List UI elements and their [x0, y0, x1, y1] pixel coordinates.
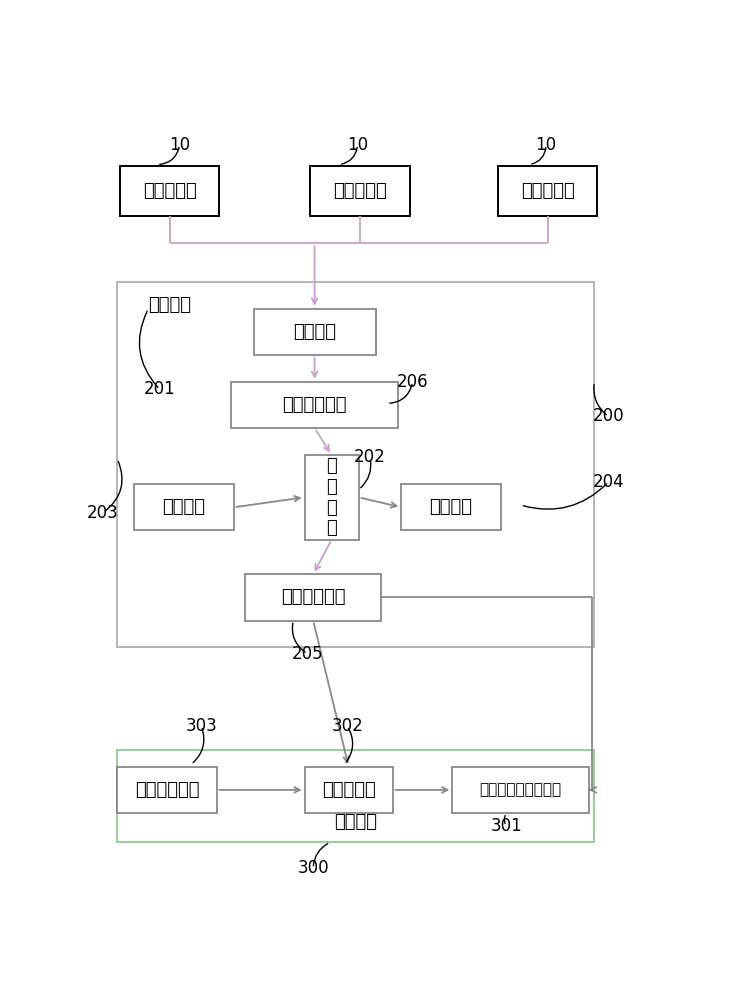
- Text: 10: 10: [536, 136, 556, 154]
- Bar: [401, 484, 501, 530]
- Text: 缓存模块: 缓存模块: [163, 498, 205, 516]
- Bar: [245, 574, 381, 620]
- Text: 203: 203: [87, 504, 119, 522]
- Bar: [134, 484, 234, 530]
- Text: 信号放大模块: 信号放大模块: [282, 396, 347, 414]
- Text: 冷藏集装箱: 冷藏集装箱: [143, 182, 196, 200]
- Bar: [254, 309, 376, 355]
- Bar: [305, 767, 393, 813]
- Text: 数据接收与分发模块: 数据接收与分发模块: [479, 782, 561, 797]
- Text: 302: 302: [331, 717, 363, 735]
- Text: 监控平台: 监控平台: [334, 813, 377, 831]
- Bar: [305, 455, 358, 540]
- Bar: [117, 767, 217, 813]
- Text: 监控终端: 监控终端: [148, 296, 191, 314]
- Text: 206: 206: [397, 373, 428, 391]
- Text: 10: 10: [347, 136, 368, 154]
- Text: 数据传输模块: 数据传输模块: [281, 588, 345, 606]
- Bar: [498, 166, 597, 216]
- Text: 303: 303: [185, 717, 217, 735]
- Text: 存储服务器: 存储服务器: [322, 781, 375, 799]
- Text: 205: 205: [292, 645, 323, 663]
- Bar: [117, 750, 594, 842]
- Bar: [310, 166, 410, 216]
- Text: 201: 201: [144, 380, 176, 398]
- Text: 300: 300: [298, 859, 329, 877]
- Text: 控
制
模
块: 控 制 模 块: [326, 457, 337, 538]
- Bar: [231, 382, 399, 428]
- Bar: [120, 166, 219, 216]
- Text: 200: 200: [593, 407, 625, 425]
- Bar: [452, 767, 589, 813]
- Text: 冷藏集装箱: 冷藏集装箱: [334, 182, 387, 200]
- Bar: [117, 282, 594, 647]
- Text: 202: 202: [354, 448, 386, 466]
- Text: 204: 204: [593, 473, 625, 491]
- Text: 人机交互模块: 人机交互模块: [135, 781, 199, 799]
- Text: 定位模块: 定位模块: [430, 498, 473, 516]
- Text: 10: 10: [169, 136, 191, 154]
- Text: 集线模块: 集线模块: [293, 323, 336, 341]
- Text: 冷藏集装箱: 冷藏集装箱: [520, 182, 575, 200]
- Text: 301: 301: [490, 817, 522, 835]
